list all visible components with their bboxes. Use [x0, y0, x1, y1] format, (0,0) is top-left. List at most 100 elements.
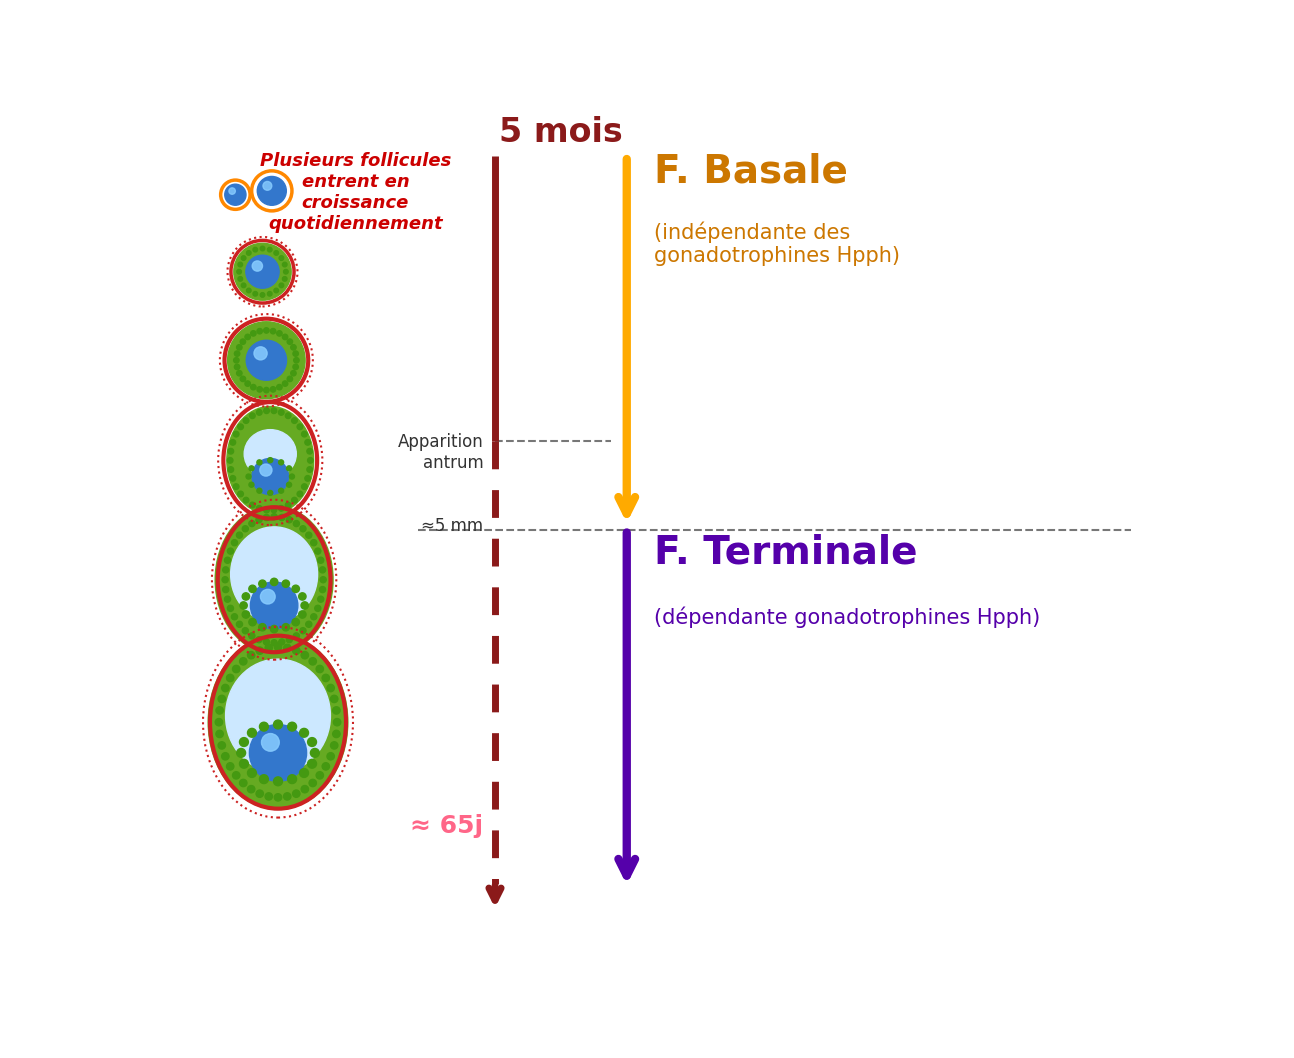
Circle shape: [320, 586, 326, 592]
Ellipse shape: [245, 430, 296, 478]
Circle shape: [309, 780, 317, 787]
Circle shape: [248, 633, 255, 639]
Circle shape: [230, 476, 236, 481]
Circle shape: [333, 730, 340, 737]
Circle shape: [223, 567, 229, 572]
Circle shape: [260, 464, 272, 476]
Circle shape: [233, 484, 239, 490]
Circle shape: [239, 780, 247, 787]
Circle shape: [243, 418, 248, 423]
Ellipse shape: [225, 659, 330, 772]
Circle shape: [299, 592, 307, 600]
Circle shape: [261, 733, 280, 751]
Circle shape: [234, 358, 239, 363]
Circle shape: [291, 497, 298, 503]
Circle shape: [272, 507, 277, 513]
Ellipse shape: [221, 512, 327, 647]
Circle shape: [277, 384, 282, 389]
Circle shape: [224, 558, 230, 563]
Circle shape: [258, 177, 286, 205]
Circle shape: [247, 785, 255, 792]
Circle shape: [241, 256, 246, 260]
Circle shape: [239, 658, 247, 665]
Circle shape: [305, 621, 312, 627]
Circle shape: [311, 540, 317, 546]
Circle shape: [252, 261, 263, 271]
Circle shape: [273, 720, 282, 729]
Circle shape: [237, 370, 242, 376]
Circle shape: [265, 644, 273, 652]
Circle shape: [228, 457, 233, 463]
Circle shape: [242, 610, 250, 618]
Circle shape: [258, 460, 261, 464]
Circle shape: [223, 586, 229, 592]
Circle shape: [237, 621, 242, 627]
Circle shape: [241, 339, 246, 344]
Circle shape: [307, 467, 313, 472]
Circle shape: [251, 331, 256, 336]
Circle shape: [239, 602, 247, 609]
Circle shape: [302, 484, 307, 490]
Circle shape: [246, 255, 280, 288]
Circle shape: [278, 488, 283, 493]
Circle shape: [278, 639, 285, 645]
Circle shape: [226, 674, 234, 681]
Circle shape: [308, 737, 317, 747]
Circle shape: [278, 506, 285, 511]
Circle shape: [225, 184, 246, 205]
Circle shape: [264, 507, 269, 513]
Circle shape: [216, 707, 224, 714]
Circle shape: [274, 643, 282, 651]
Circle shape: [308, 457, 313, 463]
Circle shape: [228, 548, 233, 554]
Circle shape: [251, 384, 256, 389]
Circle shape: [305, 532, 312, 539]
Circle shape: [264, 328, 269, 333]
Circle shape: [287, 377, 292, 382]
Circle shape: [232, 614, 238, 620]
Circle shape: [318, 596, 324, 602]
Circle shape: [270, 625, 278, 633]
Circle shape: [243, 497, 248, 503]
Circle shape: [230, 439, 236, 445]
Circle shape: [327, 752, 334, 760]
Circle shape: [292, 364, 299, 369]
Circle shape: [250, 503, 255, 508]
Circle shape: [248, 482, 254, 488]
Circle shape: [250, 413, 255, 419]
Circle shape: [258, 488, 261, 493]
Circle shape: [294, 358, 299, 363]
Circle shape: [241, 284, 246, 288]
Circle shape: [242, 592, 250, 600]
Circle shape: [219, 742, 225, 749]
Circle shape: [282, 262, 287, 267]
Circle shape: [221, 685, 229, 692]
Circle shape: [300, 768, 308, 778]
Circle shape: [216, 730, 224, 737]
Circle shape: [237, 345, 242, 350]
Circle shape: [309, 658, 317, 665]
Circle shape: [277, 331, 282, 336]
Circle shape: [290, 474, 295, 479]
Circle shape: [283, 644, 291, 652]
Circle shape: [250, 725, 307, 781]
Circle shape: [256, 647, 264, 654]
Text: F. Basale: F. Basale: [653, 152, 848, 190]
Circle shape: [228, 605, 233, 612]
Circle shape: [238, 491, 243, 497]
Circle shape: [239, 760, 248, 768]
Circle shape: [292, 790, 300, 798]
Circle shape: [258, 386, 263, 393]
Text: F. Terminale: F. Terminale: [653, 533, 917, 571]
Circle shape: [270, 386, 276, 393]
Ellipse shape: [215, 641, 342, 803]
Circle shape: [274, 794, 282, 801]
Circle shape: [300, 728, 308, 737]
Circle shape: [273, 777, 282, 786]
Circle shape: [302, 432, 307, 437]
Circle shape: [318, 558, 324, 563]
Circle shape: [314, 605, 321, 612]
Circle shape: [254, 292, 258, 296]
Circle shape: [291, 345, 296, 350]
Circle shape: [254, 347, 267, 360]
